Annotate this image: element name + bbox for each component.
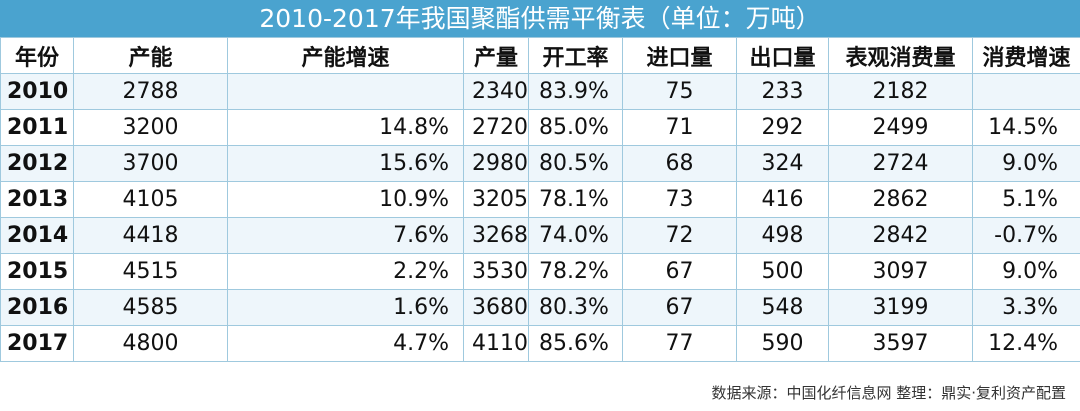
- year-cell: 2011: [0, 109, 74, 146]
- column-header: 产能: [73, 37, 228, 74]
- consumption-growth-cell: -0.7%: [972, 217, 1080, 254]
- apparent-consumption-cell: 3199: [828, 289, 973, 326]
- table-row: 2013 4105 10.9% 3205 78.1% 73 416 2862 5.1%: [0, 181, 1080, 218]
- year-cell: 2016: [0, 289, 74, 326]
- column-header: 年份: [0, 37, 74, 74]
- capacity-growth-cell: 7.6%: [227, 217, 464, 254]
- capacity-cell: 4105: [73, 181, 228, 218]
- table-row: 2017 4800 4.7% 4110 85.6% 77 590 3597 12.4%: [0, 325, 1080, 362]
- table-row: 2011 3200 14.8% 2720 85.0% 71 292 2499 14.5%: [0, 109, 1080, 146]
- output-cell: 2340: [463, 73, 529, 110]
- import-cell: 67: [622, 289, 737, 326]
- import-cell: 73: [622, 181, 737, 218]
- column-header: 进口量: [622, 37, 737, 74]
- data-source-note: 数据来源：中国化纤信息网 整理：鼎实·复利资产配置: [711, 384, 1066, 402]
- output-cell: 3530: [463, 253, 529, 290]
- apparent-consumption-cell: 3597: [828, 325, 973, 362]
- utilization-cell: 85.6%: [528, 325, 623, 362]
- capacity-growth-cell: 10.9%: [227, 181, 464, 218]
- column-header: 产能增速: [227, 37, 464, 74]
- output-cell: 2720: [463, 109, 529, 146]
- utilization-cell: 78.2%: [528, 253, 623, 290]
- import-cell: 75: [622, 73, 737, 110]
- import-cell: 68: [622, 145, 737, 182]
- capacity-growth-cell: 14.8%: [227, 109, 464, 146]
- capacity-cell: 3700: [73, 145, 228, 182]
- export-cell: 324: [736, 145, 829, 182]
- column-header: 消费增速: [972, 37, 1080, 74]
- capacity-cell: 2788: [73, 73, 228, 110]
- year-cell: 2012: [0, 145, 74, 182]
- consumption-growth-cell: 9.0%: [972, 253, 1080, 290]
- column-header: 开工率: [528, 37, 623, 74]
- export-cell: 292: [736, 109, 829, 146]
- utilization-cell: 83.9%: [528, 73, 623, 110]
- export-cell: 416: [736, 181, 829, 218]
- year-cell: 2015: [0, 253, 74, 290]
- year-cell: 2014: [0, 217, 74, 254]
- output-cell: 4110: [463, 325, 529, 362]
- output-cell: 3205: [463, 181, 529, 218]
- output-cell: 3680: [463, 289, 529, 326]
- column-header: 出口量: [736, 37, 829, 74]
- table-title: 2010-2017年我国聚酯供需平衡表（单位：万吨）: [0, 0, 1080, 37]
- capacity-cell: 4418: [73, 217, 228, 254]
- year-cell: 2010: [0, 73, 74, 110]
- capacity-cell: 4585: [73, 289, 228, 326]
- capacity-cell: 4800: [73, 325, 228, 362]
- consumption-growth-cell: 3.3%: [972, 289, 1080, 326]
- column-header: 产量: [463, 37, 529, 74]
- table-row: 2010 2788 2340 83.9% 75 233 2182: [0, 73, 1080, 110]
- capacity-growth-cell: 1.6%: [227, 289, 464, 326]
- consumption-growth-cell: [972, 73, 1080, 110]
- export-cell: 500: [736, 253, 829, 290]
- table-row: 2012 3700 15.6% 2980 80.5% 68 324 2724 9.0%: [0, 145, 1080, 182]
- utilization-cell: 80.3%: [528, 289, 623, 326]
- apparent-consumption-cell: 2842: [828, 217, 973, 254]
- apparent-consumption-cell: 2499: [828, 109, 973, 146]
- export-cell: 548: [736, 289, 829, 326]
- import-cell: 72: [622, 217, 737, 254]
- import-cell: 71: [622, 109, 737, 146]
- consumption-growth-cell: 5.1%: [972, 181, 1080, 218]
- capacity-growth-cell: 15.6%: [227, 145, 464, 182]
- capacity-cell: 3200: [73, 109, 228, 146]
- capacity-growth-cell: 2.2%: [227, 253, 464, 290]
- capacity-cell: 4515: [73, 253, 228, 290]
- apparent-consumption-cell: 2724: [828, 145, 973, 182]
- output-cell: 3268: [463, 217, 529, 254]
- table-row: 2014 4418 7.6% 3268 74.0% 72 498 2842 -0.7%: [0, 217, 1080, 254]
- year-cell: 2017: [0, 325, 74, 362]
- capacity-growth-cell: [227, 73, 464, 110]
- header-row: 年份 产能 产能增速 产量 开工率 进口量 出口量 表观消费量 消费增速: [0, 37, 1080, 74]
- capacity-growth-cell: 4.7%: [227, 325, 464, 362]
- column-header: 表观消费量: [828, 37, 973, 74]
- utilization-cell: 74.0%: [528, 217, 623, 254]
- table-body: 2010 2788 2340 83.9% 75 233 2182 2011 3200 14.8% 2…: [0, 73, 1080, 362]
- utilization-cell: 85.0%: [528, 109, 623, 146]
- year-cell: 2013: [0, 181, 74, 218]
- import-cell: 77: [622, 325, 737, 362]
- output-cell: 2980: [463, 145, 529, 182]
- export-cell: 498: [736, 217, 829, 254]
- import-cell: 67: [622, 253, 737, 290]
- export-cell: 590: [736, 325, 829, 362]
- table-row: 2015 4515 2.2% 3530 78.2% 67 500 3097 9.0%: [0, 253, 1080, 290]
- apparent-consumption-cell: 3097: [828, 253, 973, 290]
- table-row: 2016 4585 1.6% 3680 80.3% 67 548 3199 3.3%: [0, 289, 1080, 326]
- utilization-cell: 80.5%: [528, 145, 623, 182]
- export-cell: 233: [736, 73, 829, 110]
- supply-demand-table: 年份 产能 产能增速 产量 开工率 进口量 出口量 表观消费量 消费增速 201…: [0, 37, 1080, 362]
- consumption-growth-cell: 9.0%: [972, 145, 1080, 182]
- apparent-consumption-cell: 2862: [828, 181, 973, 218]
- apparent-consumption-cell: 2182: [828, 73, 973, 110]
- utilization-cell: 78.1%: [528, 181, 623, 218]
- consumption-growth-cell: 12.4%: [972, 325, 1080, 362]
- consumption-growth-cell: 14.5%: [972, 109, 1080, 146]
